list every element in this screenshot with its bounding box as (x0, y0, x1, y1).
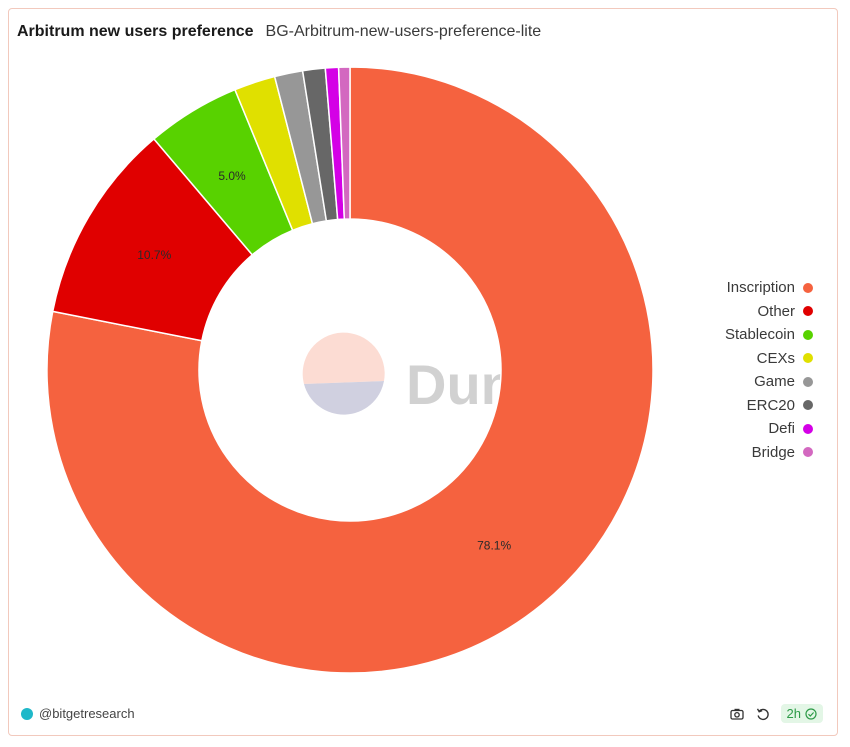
footer-actions: 2h (729, 704, 823, 723)
chart-legend: Inscription Other Stablecoin CEXs Game ERC20 D… (725, 279, 813, 461)
legend-swatch (803, 282, 813, 293)
legend-swatch (803, 376, 813, 387)
slice-bridge[interactable] (337, 66, 351, 220)
chart-header: Arbitrum new users preference BG-Arbitru… (17, 23, 541, 41)
legend-label: Inscription (726, 279, 795, 297)
legend-swatch (803, 447, 813, 458)
query-name[interactable]: BG-Arbitrum-new-users-preference-lite (265, 23, 542, 40)
legend-swatch (803, 423, 813, 434)
data-label-other: 10.7% (137, 248, 171, 262)
legend-item-other[interactable]: Other (757, 303, 813, 321)
legend-label: Other (757, 302, 795, 320)
legend-item-defi[interactable]: Defi (768, 420, 813, 438)
data-label-inscription: 78.1% (477, 538, 511, 552)
legend-item-cexs[interactable]: CEXs (757, 350, 813, 368)
legend-item-game[interactable]: Game (754, 373, 813, 391)
refresh-age: 2h (786, 706, 801, 721)
legend-swatch (803, 400, 813, 411)
legend-label: CEXs (756, 349, 795, 367)
legend-label: Game (754, 373, 795, 391)
author-avatar (21, 707, 33, 720)
legend-item-erc20[interactable]: ERC20 (747, 397, 813, 415)
refresh-icon[interactable] (755, 706, 771, 722)
legend-label: ERC20 (746, 396, 795, 414)
legend-swatch (803, 353, 813, 364)
chart-title: Arbitrum new users preference (17, 23, 254, 40)
legend-swatch (803, 306, 813, 317)
slice-inscription[interactable] (46, 66, 654, 674)
author-link[interactable]: @bitgetresearch (21, 706, 135, 721)
legend-label: Stablecoin (724, 326, 795, 344)
author-handle: @bitgetresearch (39, 706, 135, 721)
refresh-status-badge: 2h (780, 704, 823, 723)
legend-item-bridge[interactable]: Bridge (752, 444, 813, 462)
legend-label: Bridge (751, 443, 795, 461)
data-label-stablecoin: 5.0% (218, 169, 246, 183)
legend-label: Defi (768, 420, 795, 438)
legend-item-inscription[interactable]: Inscription (727, 279, 813, 297)
check-circle-icon (805, 707, 817, 720)
legend-swatch (803, 329, 813, 340)
camera-icon[interactable] (729, 706, 745, 722)
slice-other[interactable] (51, 137, 254, 342)
legend-item-stablecoin[interactable]: Stablecoin (725, 326, 813, 344)
